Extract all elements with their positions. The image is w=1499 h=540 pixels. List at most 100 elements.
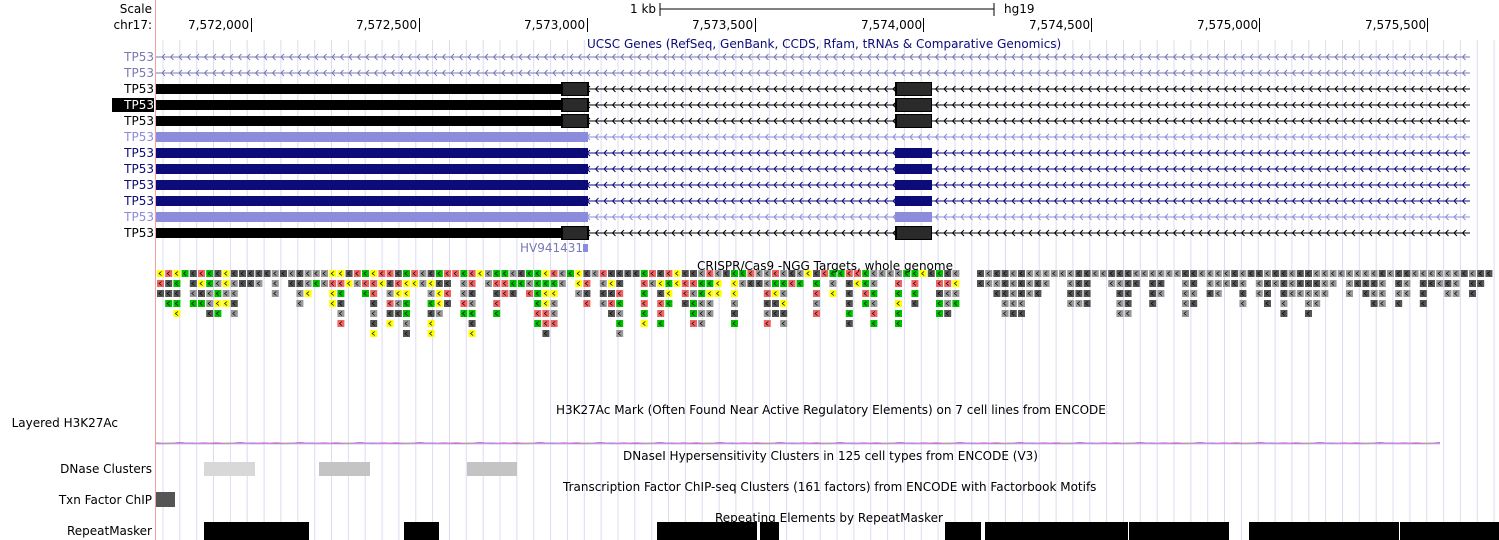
txn-factor-side-label[interactable]: Txn Factor ChIP: [58, 493, 152, 507]
strand-arrow: [1334, 197, 1339, 205]
strand-arrow: [1036, 101, 1041, 109]
repeatmasker-side-label[interactable]: RepeatMasker: [66, 524, 152, 538]
tick-label: 7,572,000: [188, 18, 250, 32]
strand-arrow: [543, 53, 548, 61]
gene-label-row[interactable]: TP53: [124, 210, 154, 224]
crispr-target: [427, 300, 435, 307]
crispr-strand-arrow: [1314, 271, 1318, 276]
strand-arrow: [611, 229, 616, 237]
crispr-target: [394, 290, 402, 297]
strand-arrow: [212, 53, 217, 61]
strand-arrow: [1223, 213, 1228, 221]
crispr-strand-arrow: [871, 311, 876, 316]
gene-label-row[interactable]: TP53: [124, 178, 154, 192]
crispr-target: [977, 270, 984, 277]
crispr-target: [1124, 270, 1132, 277]
strand-arrow: [1317, 133, 1322, 141]
strand-arrow: [917, 53, 922, 61]
hv941431-label[interactable]: HV941431: [520, 241, 584, 255]
crispr-target: [427, 270, 435, 277]
crispr-strand-arrow: [1126, 291, 1130, 296]
gene-label-row[interactable]: TP53: [124, 146, 154, 160]
strand-arrow: [1130, 149, 1135, 157]
h3k27ac-title: H3K27Ac Mark (Often Found Near Active Re…: [556, 403, 1106, 417]
crispr-strand-arrow: [388, 291, 392, 296]
strand-arrow: [1079, 85, 1084, 93]
gene-label-row[interactable]: TP53: [124, 194, 154, 208]
strand-arrow: [747, 101, 752, 109]
strand-arrow: [441, 53, 446, 61]
crispr-target: [304, 290, 312, 297]
strand-arrow: [1087, 133, 1092, 141]
strand-arrow: [781, 53, 786, 61]
crispr-strand-arrow: [1003, 311, 1007, 316]
strand-arrow: [747, 69, 752, 77]
strand-arrow: [1351, 213, 1356, 221]
strand-arrow: [1419, 53, 1424, 61]
strand-arrow: [764, 133, 769, 141]
gene-label-row[interactable]: TP53: [124, 130, 154, 144]
crispr-target: [1182, 310, 1189, 317]
crispr-target: [329, 300, 337, 307]
crispr-strand-arrow: [1404, 271, 1409, 276]
strand-arrow: [1223, 197, 1228, 205]
strand-arrow: [203, 53, 208, 61]
strand-arrow: [603, 69, 608, 77]
crispr-strand-arrow: [1134, 271, 1138, 276]
crispr-strand-arrow: [1011, 311, 1015, 316]
strand-arrow: [1308, 101, 1313, 109]
strand-arrow: [815, 53, 820, 61]
crispr-target: [1272, 270, 1280, 277]
strand-arrow: [994, 101, 999, 109]
crispr-strand-arrow: [855, 271, 859, 276]
crispr-strand-arrow: [1126, 311, 1130, 316]
crispr-target: [616, 270, 624, 277]
crispr-strand-arrow: [470, 331, 474, 336]
strand-arrow: [730, 181, 735, 189]
crispr-target: [230, 270, 238, 277]
crispr-strand-arrow: [896, 281, 900, 286]
strand-arrow: [1189, 149, 1194, 157]
strand-arrow: [1249, 69, 1254, 77]
crispr-strand-arrow: [584, 291, 589, 296]
crispr-strand-arrow: [593, 271, 597, 276]
crispr-strand-arrow: [953, 291, 958, 296]
crispr-strand-arrow: [1150, 271, 1154, 276]
strand-arrow: [450, 53, 455, 61]
crispr-strand-arrow: [1003, 301, 1007, 306]
crispr-target: [1149, 300, 1157, 307]
strand-arrow: [662, 85, 667, 93]
crispr-strand-arrow: [437, 291, 441, 296]
strand-arrow: [960, 181, 965, 189]
strand-arrow: [1359, 197, 1364, 205]
strand-arrow: [1215, 181, 1220, 189]
gene-label-row[interactable]: TP53: [124, 82, 154, 96]
crispr-strand-arrow: [822, 271, 826, 276]
h3k27ac-side-label[interactable]: Layered H3K27Ac: [11, 416, 118, 430]
gene-label-row[interactable]: TP53: [124, 50, 154, 64]
crispr-strand-arrow: [781, 271, 785, 276]
crispr-strand-arrow: [699, 291, 703, 296]
strand-arrow: [1325, 53, 1330, 61]
strand-arrow: [1028, 53, 1033, 61]
strand-arrow: [1019, 85, 1024, 93]
strand-arrow: [883, 229, 888, 237]
gene-label-row[interactable]: TP53: [112, 98, 154, 112]
strand-arrow: [1138, 213, 1143, 221]
gene-label-row[interactable]: TP53: [124, 114, 154, 128]
crispr-target: [599, 290, 607, 297]
strand-arrow: [1070, 181, 1075, 189]
dnase-side-label[interactable]: DNase Clusters: [60, 462, 152, 476]
strand-arrow: [798, 101, 803, 109]
crispr-strand-arrow: [1281, 291, 1286, 296]
crispr-target: [936, 310, 943, 317]
gene-label-row[interactable]: TP53: [124, 226, 154, 240]
strand-arrow: [917, 69, 922, 77]
gene-label-row[interactable]: TP53: [124, 162, 154, 176]
crispr-strand-arrow: [535, 321, 539, 326]
crispr-strand-arrow: [601, 291, 605, 296]
gene-label-row[interactable]: TP53: [124, 66, 154, 80]
strand-arrow: [1121, 229, 1126, 237]
